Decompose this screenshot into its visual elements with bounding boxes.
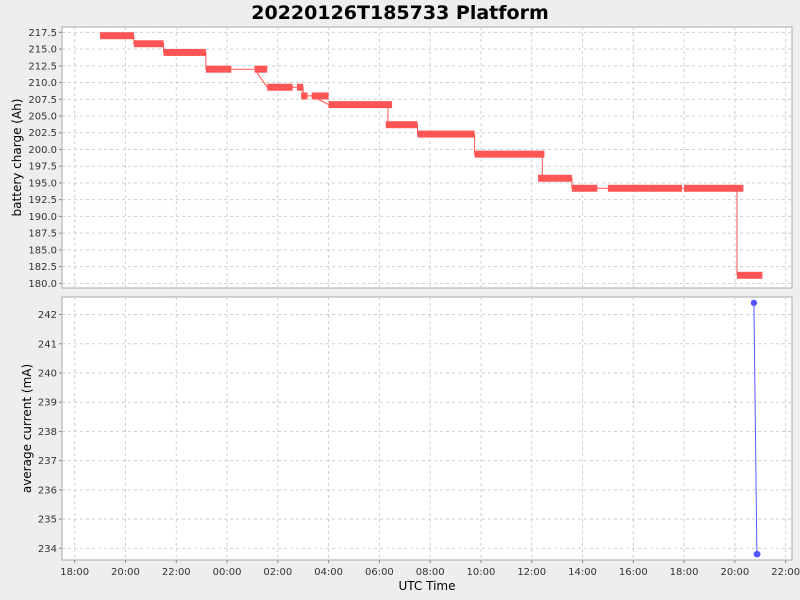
battery-level-bar	[618, 184, 649, 192]
battery-level-bar	[100, 32, 134, 40]
y-tick-label: 235	[38, 515, 57, 526]
current-point	[750, 299, 758, 307]
battery-level-bar	[133, 40, 164, 48]
x-ticks: 18:00 20:00 22:00 00:00 02:00 04:00 06:00 08:00…	[60, 560, 800, 578]
y-axis-label-battery: battery charge (Ah)	[10, 99, 24, 217]
y-tick-label: 210.0	[28, 78, 57, 89]
battery-level-bar	[417, 130, 475, 138]
y-tick-label: 200.0	[28, 145, 57, 156]
battery-level-bar	[254, 65, 268, 73]
y-tick-label: 205.0	[28, 112, 57, 123]
x-tick-label: 18:00	[670, 567, 699, 578]
y-tick-label: 239	[38, 398, 57, 409]
battery-level-bar	[736, 271, 763, 279]
y-tick-label: 195.0	[28, 178, 57, 189]
battery-level-bar	[311, 92, 329, 100]
y-tick-label: 207.5	[28, 95, 57, 106]
battery-series	[100, 32, 763, 279]
battery-level-bar	[538, 174, 572, 182]
battery-level-bar	[571, 184, 598, 192]
y-tick-label: 202.5	[28, 128, 57, 139]
x-tick-label: 12:00	[517, 567, 546, 578]
current-series	[750, 299, 761, 558]
y-tick-label: 236	[38, 485, 57, 496]
x-tick-label: 08:00	[416, 567, 445, 578]
y-tick-label: 234	[38, 544, 57, 555]
plot-area-battery	[61, 26, 793, 289]
battery-level-bar	[328, 101, 393, 109]
battery-level-bar	[474, 150, 545, 158]
battery-level-bar	[163, 48, 206, 56]
x-tick-label: 22:00	[771, 567, 800, 578]
y-ticks-current: 234 235 236 237 238 239 240 241 242	[38, 310, 62, 555]
y-tick-label: 215.0	[28, 45, 57, 56]
y-ticks-battery: 180.0 182.5 185.0 187.5 190.0 192.5 195.0 197.5…	[28, 28, 62, 290]
y-tick-label: 180.0	[28, 279, 57, 290]
battery-level-bar	[648, 184, 682, 192]
x-tick-label: 02:00	[263, 567, 292, 578]
x-axis-label: UTC Time	[399, 579, 456, 593]
y-tick-label: 237	[38, 456, 57, 467]
x-tick-label: 04:00	[314, 567, 343, 578]
battery-level-bar	[205, 65, 232, 73]
battery-level-bar	[296, 83, 304, 91]
x-tick-label: 06:00	[365, 567, 394, 578]
battery-connector-line	[133, 35, 738, 276]
x-tick-label: 18:00	[60, 567, 89, 578]
y-tick-label: 238	[38, 427, 57, 438]
x-tick-label: 22:00	[162, 567, 191, 578]
x-tick-label: 14:00	[568, 567, 597, 578]
y-tick-label: 212.5	[28, 61, 57, 72]
y-tick-label: 197.5	[28, 162, 57, 173]
x-tick-label: 10:00	[467, 567, 496, 578]
battery-level-bar	[684, 184, 744, 192]
y-tick-label: 240	[38, 368, 57, 379]
y-tick-label: 182.5	[28, 262, 57, 273]
gridlines-current	[62, 297, 792, 560]
battery-level-bar	[267, 83, 293, 91]
y-tick-label: 217.5	[28, 28, 57, 39]
x-tick-label: 16:00	[619, 567, 648, 578]
chart-title: 20220126T185733 Platform	[251, 2, 549, 24]
battery-level-bar	[301, 92, 308, 100]
y-tick-label: 242	[38, 310, 57, 321]
x-tick-label: 20:00	[111, 567, 140, 578]
x-tick-label: 20:00	[720, 567, 749, 578]
plot-area-current	[61, 296, 793, 561]
y-tick-label: 190.0	[28, 212, 57, 223]
y-tick-label: 187.5	[28, 229, 57, 240]
y-tick-label: 241	[38, 339, 57, 350]
x-tick-label: 00:00	[213, 567, 242, 578]
current-point	[754, 550, 761, 558]
battery-level-bar	[385, 121, 418, 129]
battery-level-bar	[607, 184, 619, 192]
y-tick-label: 185.0	[28, 245, 57, 256]
y-axis-label-current: average current (mA)	[20, 364, 34, 493]
y-tick-label: 192.5	[28, 195, 57, 206]
